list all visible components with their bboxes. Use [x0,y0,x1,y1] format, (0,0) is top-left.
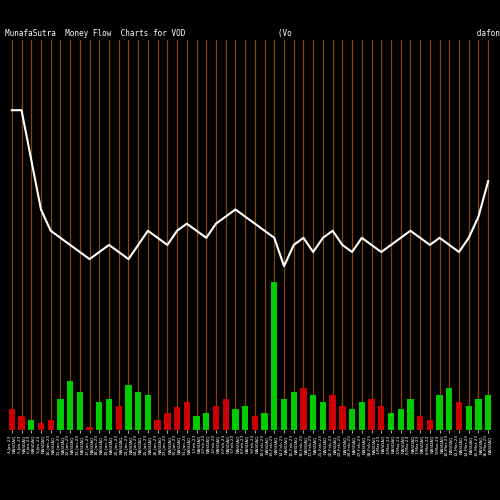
Bar [58,398,64,430]
Bar [174,408,180,430]
Bar [8,409,15,430]
Bar [67,381,73,430]
Bar [330,395,336,430]
Bar [417,416,424,430]
Bar [426,420,433,430]
Bar [349,409,355,430]
Bar [339,406,345,430]
Bar [252,416,258,430]
Bar [476,398,482,430]
Bar [203,412,209,430]
Bar [262,412,268,430]
Bar [398,409,404,430]
Bar [281,398,287,430]
Bar [466,406,472,430]
Bar [271,282,278,430]
Bar [456,402,462,430]
Bar [368,398,374,430]
Bar [388,412,394,430]
Bar [242,406,248,430]
Bar [310,395,316,430]
Bar [358,402,365,430]
Bar [96,402,102,430]
Bar [145,395,151,430]
Bar [213,406,219,430]
Bar [320,402,326,430]
Bar [446,388,452,430]
Bar [135,392,141,430]
Bar [76,392,83,430]
Bar [164,412,170,430]
Text: MunafaSutra  Money Flow  Charts for VOD                    (Vo                  : MunafaSutra Money Flow Charts for VOD (V… [5,29,500,38]
Bar [194,416,200,430]
Bar [436,395,442,430]
Bar [300,388,306,430]
Bar [48,420,54,430]
Bar [106,398,112,430]
Bar [86,426,92,430]
Bar [126,384,132,430]
Bar [222,398,229,430]
Bar [154,420,161,430]
Bar [116,406,122,430]
Bar [232,409,238,430]
Bar [378,406,384,430]
Bar [38,423,44,430]
Bar [290,392,297,430]
Bar [485,395,492,430]
Bar [184,402,190,430]
Bar [18,416,24,430]
Bar [408,398,414,430]
Bar [28,420,34,430]
